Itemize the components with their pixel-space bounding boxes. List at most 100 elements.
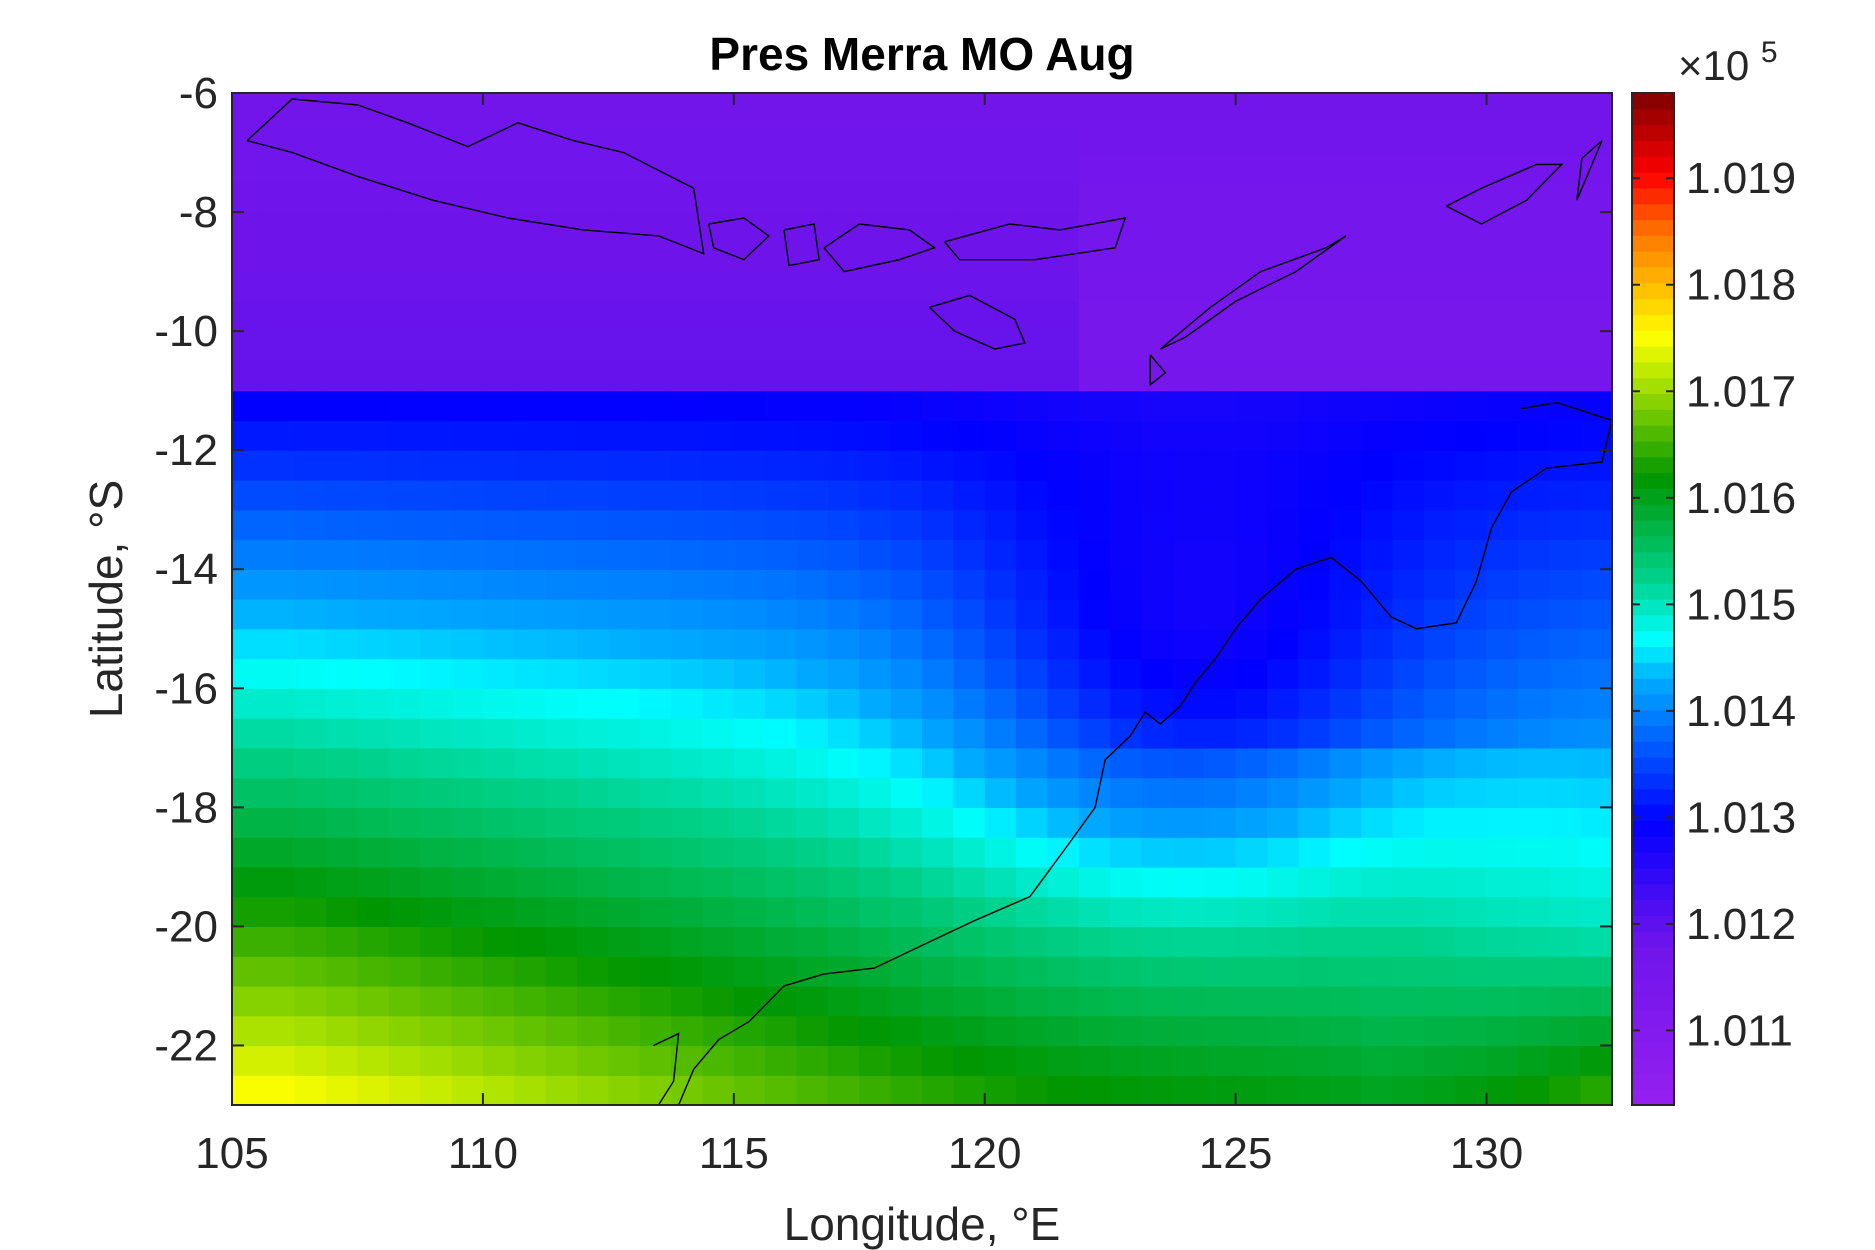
colorbar-multiplier-exponent: 5 [1761, 36, 1778, 69]
heatmap-cell [482, 569, 515, 600]
heatmap-cell [733, 718, 766, 749]
heatmap-cell [953, 628, 986, 660]
heatmap-cell [232, 718, 264, 749]
heatmap-cell [1267, 896, 1299, 927]
heatmap-cell [545, 628, 578, 660]
heatmap-cell [984, 93, 1017, 124]
heatmap-cell [1016, 926, 1049, 957]
heatmap-cell [671, 658, 704, 689]
heatmap-cell [1204, 360, 1237, 392]
heatmap-cell [1580, 420, 1612, 451]
heatmap-cell [451, 212, 484, 243]
heatmap-cell [890, 956, 923, 987]
heatmap-cell [232, 807, 264, 838]
heatmap-cell [294, 926, 327, 957]
heatmap-cell [859, 331, 892, 362]
heatmap-cell [1517, 301, 1550, 332]
heatmap-cell [608, 331, 641, 362]
heatmap-cell [953, 420, 986, 451]
heatmap-cell [232, 360, 264, 392]
heatmap-cell [420, 241, 453, 273]
heatmap-cell [1078, 628, 1111, 660]
heatmap-cell [482, 301, 515, 332]
heatmap-cell [1016, 747, 1049, 779]
heatmap-cell [1235, 1045, 1268, 1076]
heatmap-cell [1172, 1045, 1205, 1076]
heatmap-cell [263, 509, 296, 541]
heatmap-cell [1016, 420, 1049, 451]
colorbar-segment [1632, 962, 1674, 980]
heatmap-cell [1235, 331, 1268, 362]
heatmap-cell [420, 599, 453, 630]
heatmap-cell [1204, 152, 1237, 183]
heatmap-cell [1455, 837, 1488, 868]
heatmap-cell [639, 658, 672, 689]
heatmap-cell [1172, 360, 1205, 392]
heatmap-cell [1517, 420, 1550, 451]
heatmap-cell [577, 390, 609, 421]
heatmap-cell [1580, 599, 1612, 630]
heatmap-cell [890, 301, 923, 332]
heatmap-cell [1078, 866, 1111, 898]
heatmap-cell [953, 331, 986, 362]
colorbar-segment [1632, 946, 1674, 964]
heatmap-cell [733, 360, 766, 392]
heatmap-cell [1549, 956, 1582, 987]
heatmap-cell [859, 450, 892, 481]
heatmap-cell [294, 985, 327, 1017]
colorbar-segment [1632, 725, 1674, 742]
heatmap-cell [1204, 837, 1237, 868]
heatmap-cell [702, 658, 735, 689]
heatmap-cell [733, 301, 766, 332]
heatmap-cell [388, 1075, 421, 1105]
heatmap-cell [1392, 718, 1425, 749]
heatmap-cell [1172, 479, 1205, 511]
heatmap-cell [890, 271, 923, 302]
x-tick-label: 110 [448, 1129, 518, 1178]
heatmap-cell [733, 569, 766, 600]
heatmap-cell [1141, 926, 1174, 957]
heatmap-cell [827, 599, 860, 630]
heatmap-cell [263, 628, 296, 660]
heatmap-cell [859, 479, 892, 511]
heatmap-cell [482, 509, 515, 541]
heatmap-cell [1549, 926, 1582, 957]
heatmap-cell [1078, 896, 1111, 927]
heatmap-cell [232, 450, 264, 481]
heatmap-cell [1361, 1045, 1394, 1076]
heatmap-cell [451, 360, 484, 392]
heatmap-cell [545, 1045, 578, 1076]
heatmap-cell [1549, 241, 1582, 273]
heatmap-cell [420, 926, 453, 957]
colorbar-segment [1632, 662, 1674, 679]
heatmap-cell [765, 807, 798, 838]
heatmap-cell [1517, 331, 1550, 362]
heatmap-cell [1549, 896, 1582, 927]
heatmap-cell [953, 450, 986, 481]
heatmap-cell [1455, 718, 1488, 749]
heatmap-cell [1329, 420, 1362, 451]
heatmap-cell [1016, 152, 1049, 183]
heatmap-cell [953, 390, 986, 421]
heatmap-cell [1141, 628, 1174, 660]
heatmap-cell [420, 479, 453, 511]
heatmap-cell [1078, 212, 1111, 243]
heatmap-cell [1172, 271, 1205, 302]
heatmap-cell [859, 747, 892, 779]
heatmap-cell [388, 509, 421, 541]
heatmap-cell [1235, 450, 1268, 481]
x-axis-ticks: 105 110 115 120 125 130 [195, 93, 1523, 1178]
heatmap-cell [1204, 599, 1237, 630]
heatmap-cell [1423, 360, 1456, 392]
heatmap-cell [1298, 718, 1331, 749]
colorbar-tick-label: 1.014 [1686, 687, 1796, 736]
heatmap-cell [1329, 866, 1362, 898]
heatmap-cell [1110, 1075, 1143, 1105]
heatmap-cell [1047, 301, 1080, 332]
heatmap-cell [984, 569, 1017, 600]
heatmap-cell [1392, 271, 1425, 302]
heatmap-cell [890, 450, 923, 481]
heatmap-cell [608, 926, 641, 957]
coastline [783, 223, 820, 267]
heatmap-cell [1172, 837, 1205, 868]
